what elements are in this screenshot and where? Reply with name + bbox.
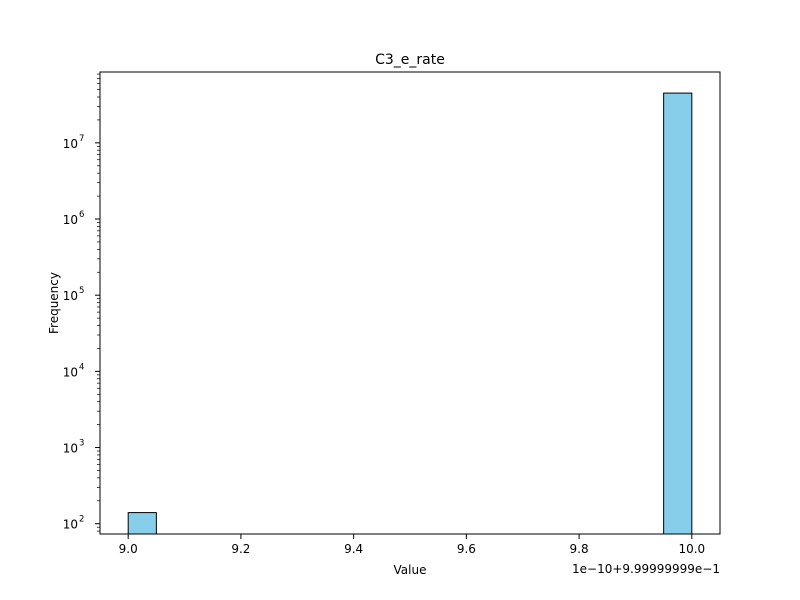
y-tick-exponent: 4 (79, 362, 84, 372)
y-tick-label: 10 (63, 289, 78, 303)
x-tick-label: 9.6 (457, 542, 476, 556)
y-tick-exponent: 5 (79, 286, 84, 296)
y-tick-exponent: 2 (79, 515, 84, 525)
x-axis-offset-label: 1e−10+9.99999999e−1 (572, 562, 720, 576)
y-tick-label: 10 (63, 137, 78, 151)
plot-frame (99, 71, 721, 535)
y-tick-exponent: 6 (79, 210, 84, 220)
y-tick-label: 10 (63, 518, 78, 532)
x-axis-label: Value (394, 563, 427, 577)
x-tick-label: 9.2 (231, 542, 250, 556)
x-tick-label: 9.8 (570, 542, 589, 556)
y-tick-label: 10 (63, 442, 78, 456)
y-tick-label: 10 (63, 365, 78, 379)
x-tick-label: 9.4 (344, 542, 363, 556)
y-tick-exponent: 3 (79, 439, 84, 449)
chart-title: C3_e_rate (375, 52, 445, 68)
histogram-bar (127, 512, 157, 535)
y-tick-exponent: 7 (79, 134, 84, 144)
histogram-bar (663, 92, 693, 535)
x-axis-ticks: 9.0 9.2 9.4 9.6 9.8 10.0 (119, 534, 705, 556)
x-tick-label: 9.0 (119, 542, 138, 556)
x-tick-label: 10.0 (678, 542, 705, 556)
y-axis-label: Frequency (47, 272, 61, 334)
y-tick-label: 10 (63, 213, 78, 227)
plot-area (100, 72, 720, 534)
